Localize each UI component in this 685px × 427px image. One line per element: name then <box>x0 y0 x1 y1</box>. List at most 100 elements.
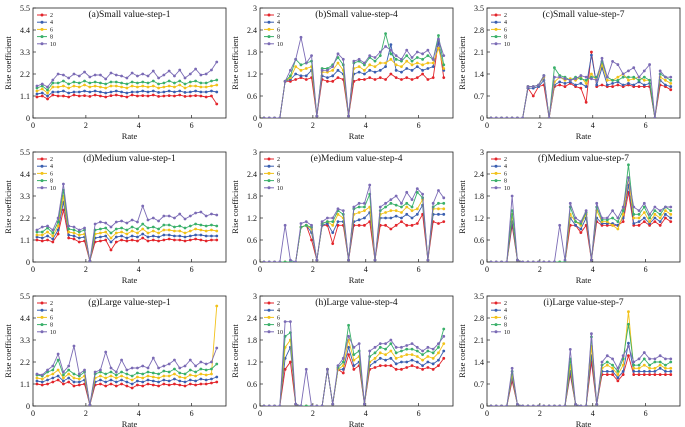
data-point <box>215 375 219 379</box>
data-point <box>194 237 198 241</box>
data-point <box>136 74 139 78</box>
data-point <box>67 372 71 376</box>
data-point <box>210 212 213 216</box>
data-point <box>46 88 49 92</box>
data-point <box>426 67 430 70</box>
legend-marker <box>267 308 271 312</box>
y-tick-label: 2.4 <box>474 170 484 179</box>
data-point <box>437 222 440 225</box>
data-point <box>183 380 187 384</box>
data-point <box>421 57 424 61</box>
y-tick-label: 1.8 <box>247 48 257 57</box>
data-point <box>658 220 662 224</box>
data-point <box>590 77 593 81</box>
y-tick-label: 2.2 <box>20 358 30 367</box>
data-point <box>56 374 60 378</box>
legend-marker <box>267 301 271 305</box>
data-point <box>584 209 588 213</box>
data-point <box>421 349 424 353</box>
data-point <box>77 380 81 384</box>
panel-title: (d)Medium value-step-1 <box>83 153 176 164</box>
x-axis-label: Rate <box>349 131 365 141</box>
data-point <box>384 353 387 357</box>
data-point <box>621 75 625 79</box>
data-point <box>51 234 55 238</box>
data-point <box>558 83 562 87</box>
data-point <box>104 376 108 380</box>
series-2 <box>35 378 219 406</box>
x-tick-label: 4 <box>591 121 595 130</box>
data-point <box>669 360 673 364</box>
data-point <box>389 209 393 213</box>
legend: 246 810 <box>37 157 56 192</box>
data-point <box>658 360 662 364</box>
data-point <box>664 212 667 216</box>
data-point <box>621 205 625 209</box>
data-point <box>167 379 171 383</box>
data-point <box>442 76 446 80</box>
data-point <box>199 223 203 227</box>
data-point <box>389 364 393 368</box>
data-point <box>136 379 139 383</box>
y-tick-label: 1.2 <box>247 70 257 79</box>
data-point <box>77 374 81 378</box>
legend-marker <box>494 13 498 17</box>
data-point <box>410 353 414 357</box>
series-10 <box>262 35 446 118</box>
data-point <box>46 94 49 98</box>
data-point <box>173 225 176 229</box>
data-point <box>72 80 76 84</box>
y-tick-label: 0.7 <box>474 92 484 101</box>
series-line <box>490 333 671 406</box>
x-tick-label: 2 <box>538 409 542 418</box>
x-axis-label: Rate <box>576 275 592 285</box>
legend-label: 2 <box>277 301 280 307</box>
data-point <box>120 378 123 382</box>
data-point <box>431 57 435 61</box>
data-point <box>558 75 562 79</box>
data-point <box>437 201 440 205</box>
x-axis-label: Rate <box>576 419 592 427</box>
data-point <box>56 90 60 94</box>
data-point <box>215 102 219 106</box>
legend-marker <box>267 157 271 161</box>
data-point <box>114 73 118 77</box>
y-tick-label: 1.8 <box>247 192 257 201</box>
data-point <box>146 239 150 243</box>
data-point <box>616 373 620 376</box>
data-point <box>336 212 340 216</box>
data-point <box>173 372 176 376</box>
data-point <box>83 226 86 230</box>
data-point <box>653 212 657 216</box>
data-point <box>125 95 129 99</box>
data-point <box>400 205 403 209</box>
data-point <box>51 231 55 235</box>
data-point <box>188 229 192 233</box>
data-point <box>210 94 213 98</box>
data-point <box>183 82 187 86</box>
y-tick-label: 0 <box>480 258 484 267</box>
data-point <box>410 59 414 63</box>
data-point <box>389 338 393 342</box>
data-point <box>389 342 393 346</box>
y-tick-label: 0.6 <box>247 92 257 101</box>
data-point <box>130 218 134 222</box>
y-tick-label: 5.5 <box>20 148 30 157</box>
data-point <box>40 239 44 243</box>
data-point <box>114 370 118 374</box>
data-point <box>357 211 361 214</box>
data-point <box>114 84 118 88</box>
series-6 <box>35 83 219 95</box>
data-point <box>400 216 403 220</box>
x-axis-label: Rate <box>122 419 138 427</box>
data-point <box>320 220 324 224</box>
data-point <box>574 403 577 406</box>
data-point <box>357 65 361 69</box>
legend: 246 810 <box>264 301 283 336</box>
data-point <box>605 216 609 220</box>
series-line <box>490 354 671 406</box>
data-point <box>558 404 562 406</box>
data-point <box>120 74 123 78</box>
data-point <box>167 69 171 73</box>
data-point <box>526 404 530 406</box>
